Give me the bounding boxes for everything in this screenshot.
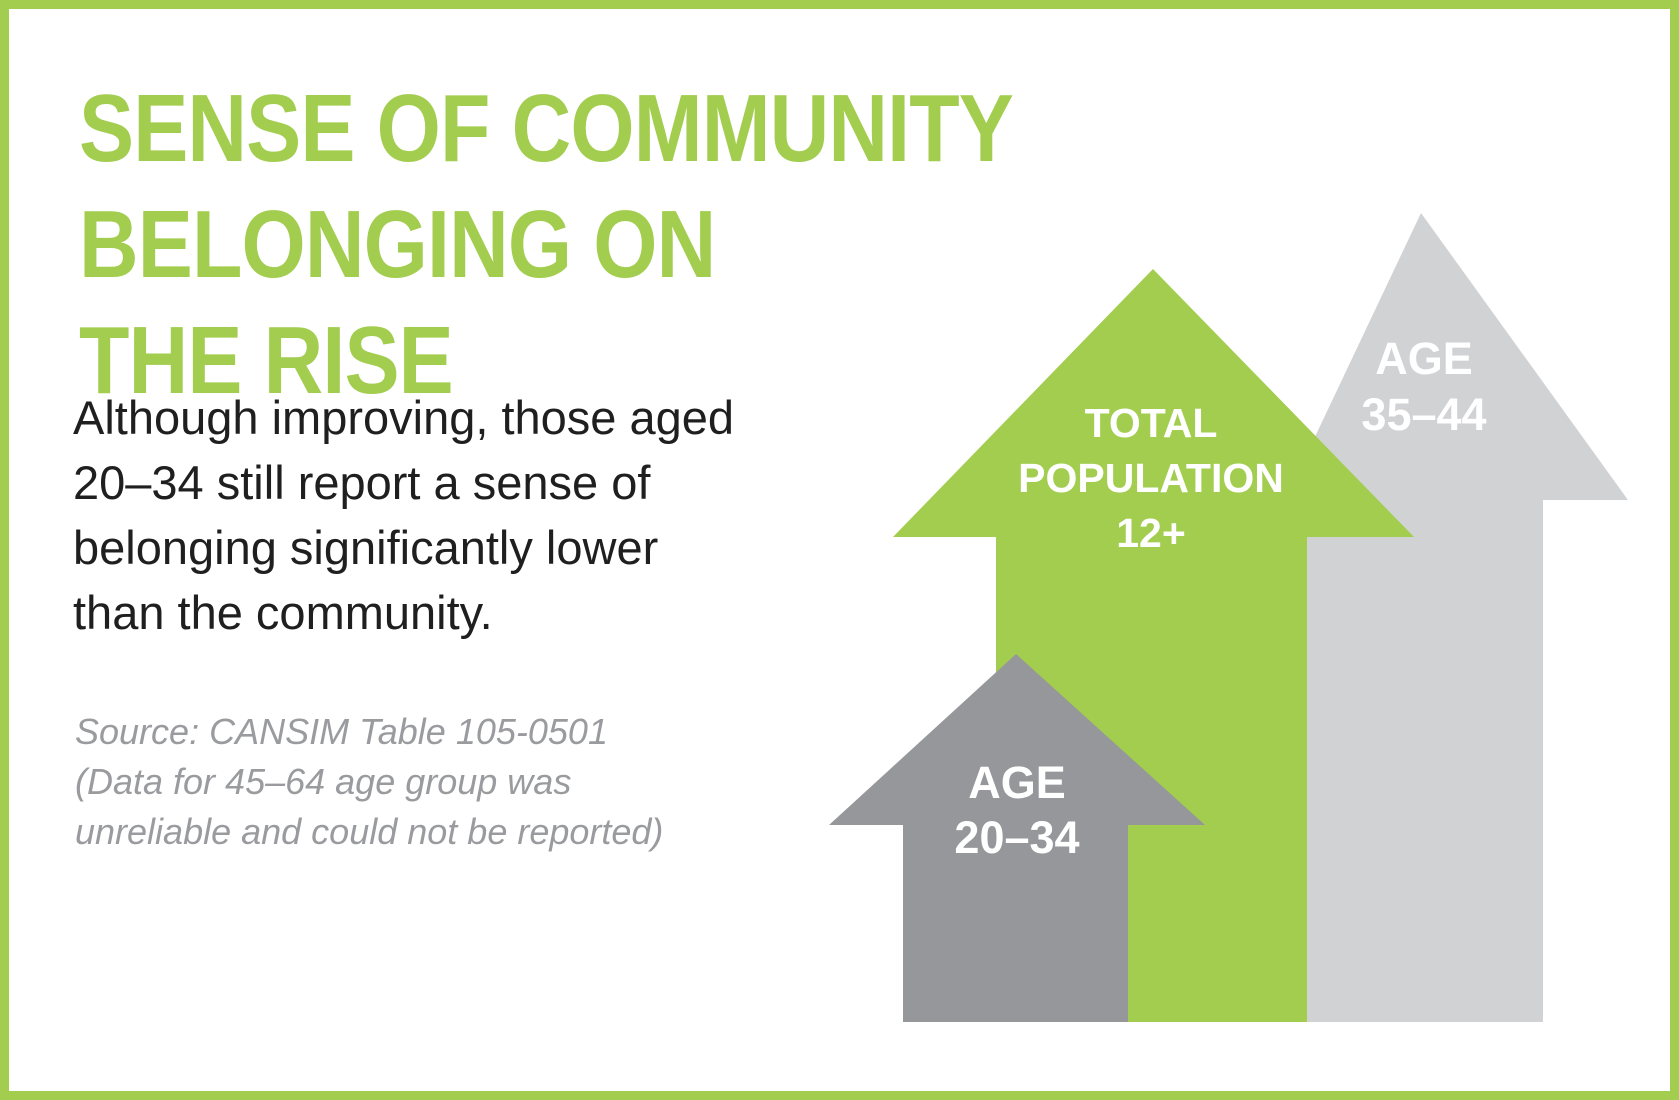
summary-text: Although improving, those aged 20–34 stil… bbox=[73, 385, 853, 645]
source-line-2: (Data for 45–64 age group was bbox=[75, 761, 572, 802]
summary-line-3: belonging significantly lower bbox=[73, 521, 659, 574]
source-line-1: Source: CANSIM Table 105-0501 bbox=[75, 711, 608, 752]
title-line-1: SENSE OF COMMUNITY BELONGING ON bbox=[79, 75, 1012, 298]
arrow-age-20-34-label-1: AGE bbox=[968, 757, 1066, 808]
arrow-total-label-2: POPULATION bbox=[1018, 455, 1284, 501]
arrow-total-label-3: 12+ bbox=[1116, 510, 1186, 556]
summary-line-1: Although improving, those aged bbox=[73, 391, 735, 444]
summary-line-2: 20–34 still report a sense of bbox=[73, 456, 651, 509]
arrow-age-20-34-label-2: 20–34 bbox=[954, 812, 1079, 863]
arrow-age-35-44-label-2: 35–44 bbox=[1361, 389, 1486, 440]
source-note: Source: CANSIM Table 105-0501 (Data for 4… bbox=[75, 707, 775, 857]
source-line-3: unreliable and could not be reported) bbox=[75, 811, 664, 852]
arrow-total-label-1: TOTAL bbox=[1085, 400, 1218, 446]
arrow-age-35-44 bbox=[1285, 213, 1628, 1022]
arrow-age-35-44-label-1: AGE bbox=[1375, 333, 1473, 384]
arrow-age-20-34 bbox=[829, 654, 1205, 1022]
title-line-2: THE RISE bbox=[79, 307, 454, 414]
summary-line-4: than the community. bbox=[73, 586, 493, 639]
page-title: SENSE OF COMMUNITY BELONGING ON THE RISE bbox=[79, 71, 1421, 419]
